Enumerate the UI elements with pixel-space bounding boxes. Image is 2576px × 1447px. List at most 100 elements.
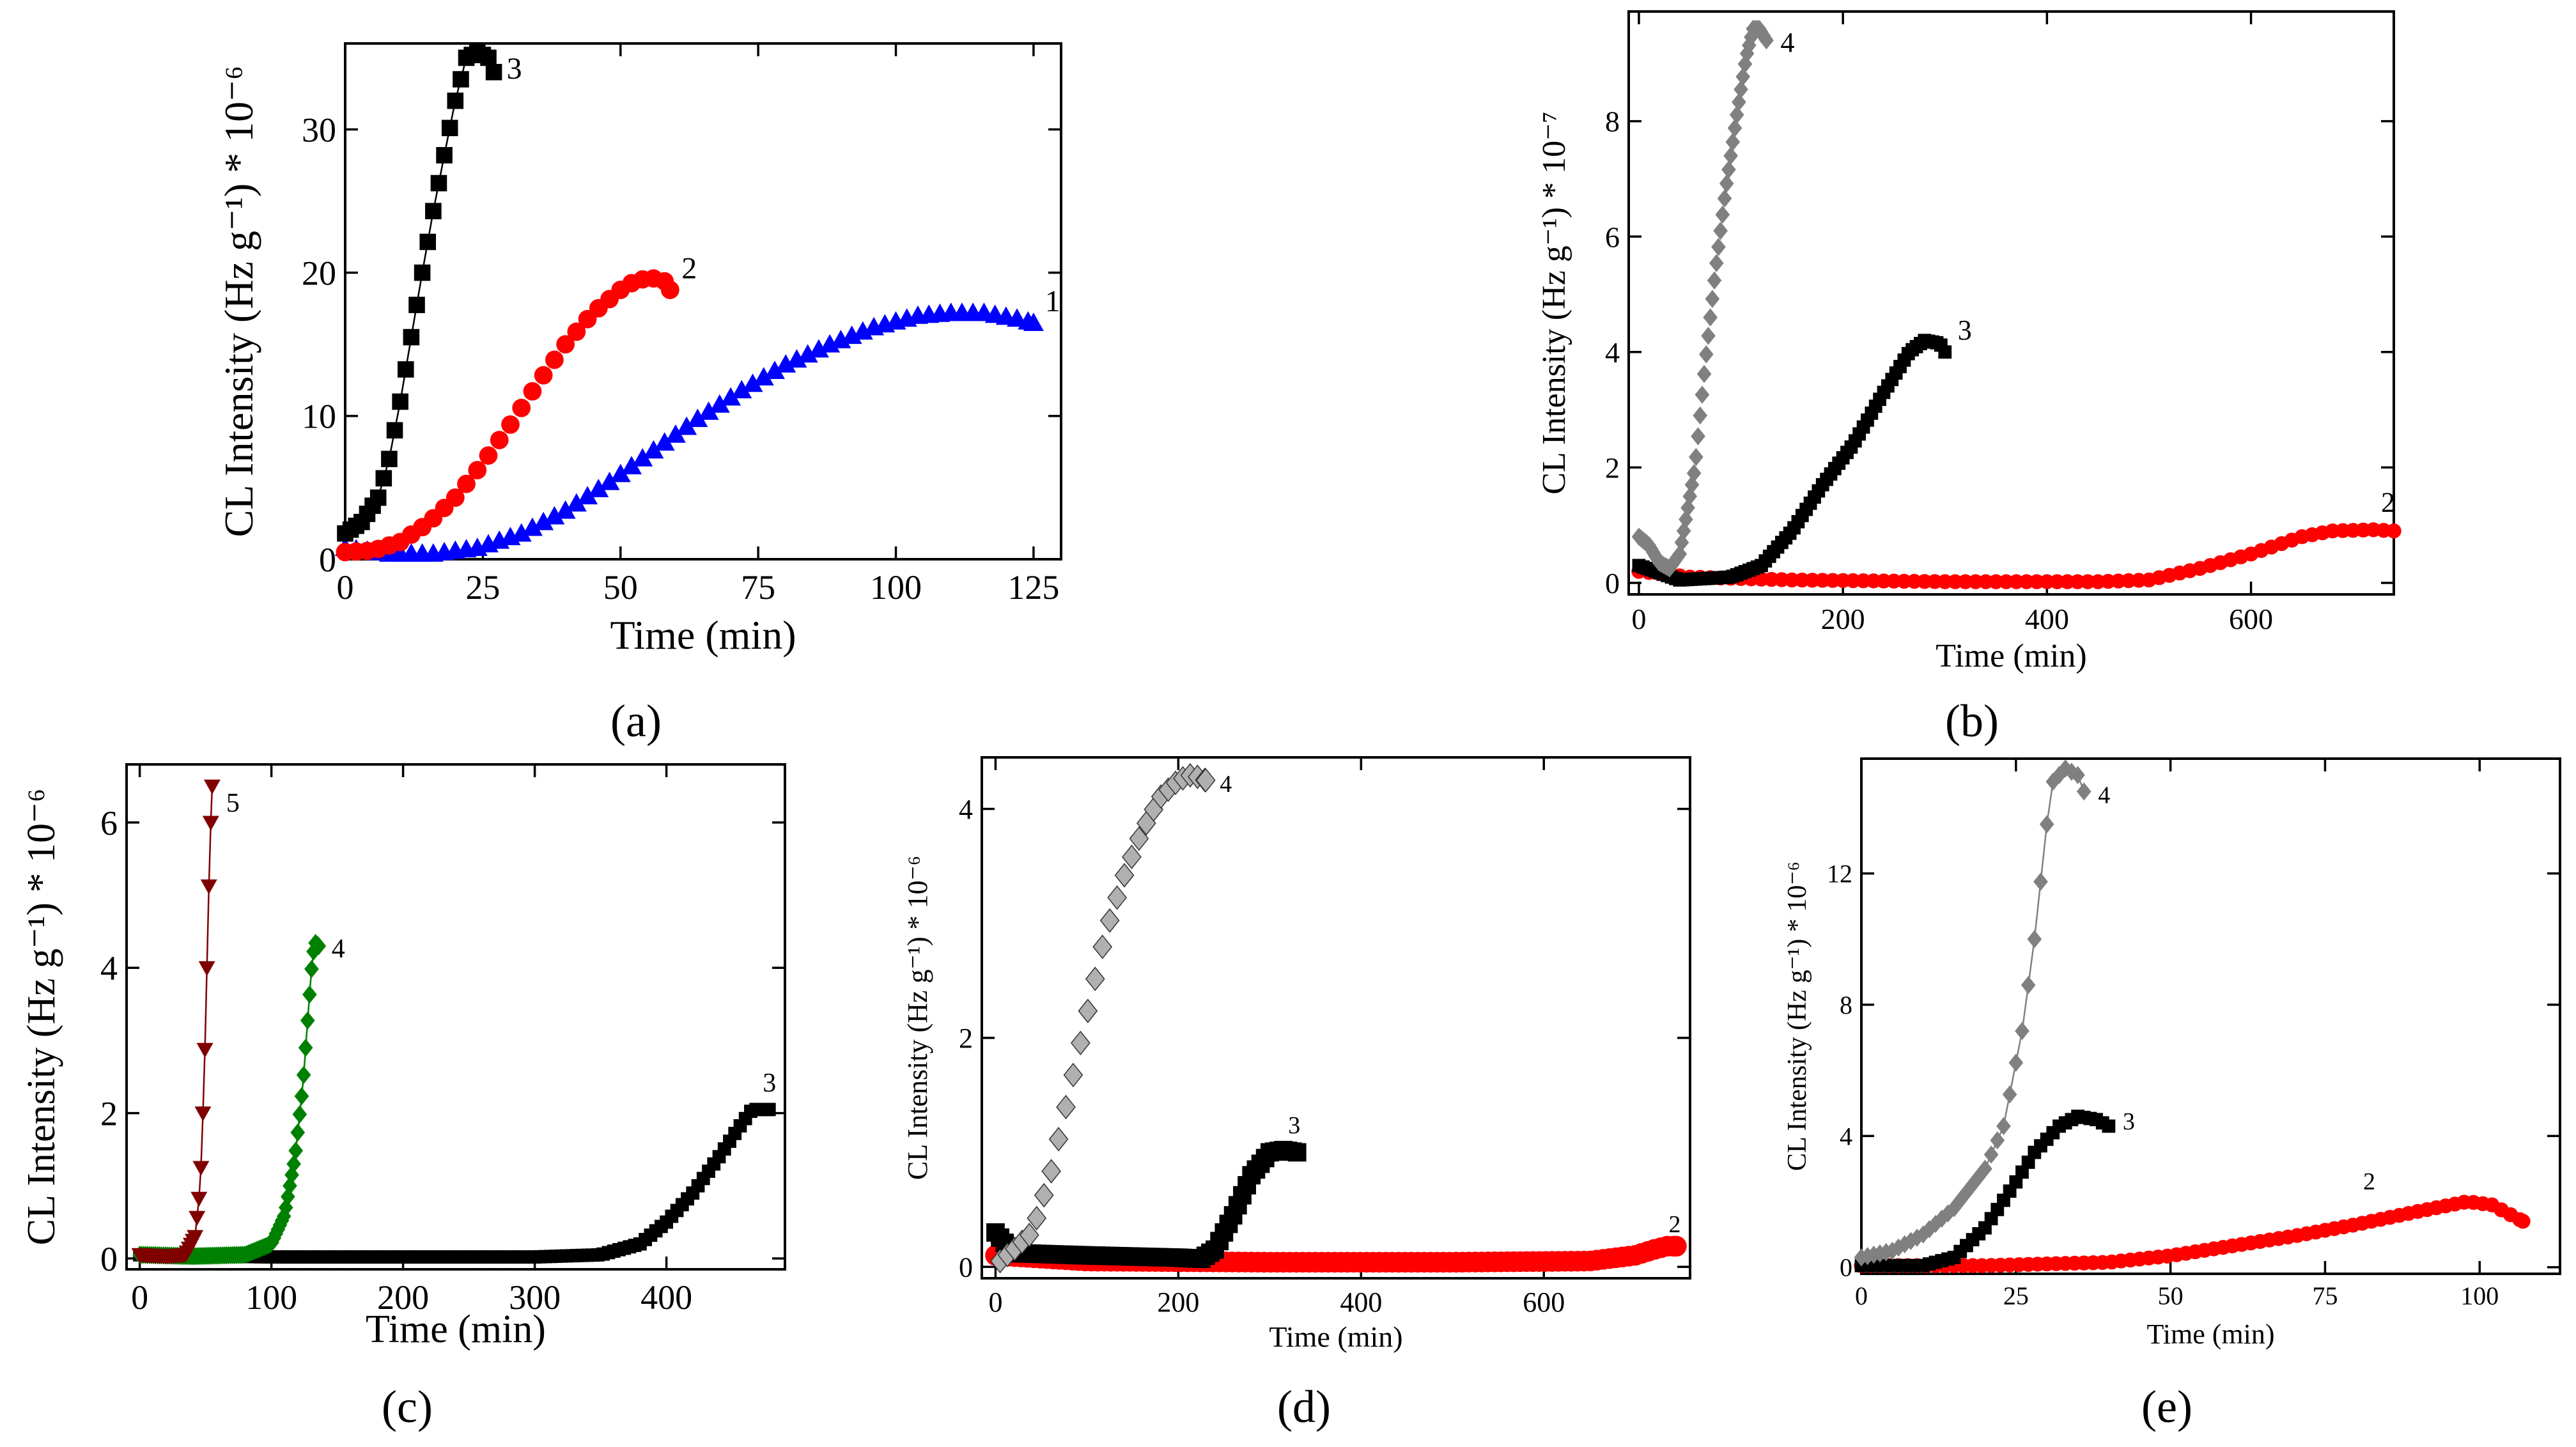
- panel-label-c: (c): [382, 1381, 433, 1432]
- data-point: [1715, 205, 1730, 224]
- data-point: [296, 1065, 311, 1085]
- x-tick-label: 50: [2158, 1281, 2184, 1310]
- series-1: 1: [335, 284, 1060, 562]
- data-point: [1071, 1030, 1090, 1056]
- y-tick-label: 8: [1605, 105, 1620, 138]
- data-point: [286, 1154, 301, 1173]
- panel-label-a: (a): [610, 695, 662, 747]
- curve-label-5: 5: [226, 789, 240, 818]
- panel-e: 0 25 50 75 100 0 4 8 12 Time (min) CL Intensity (H…: [1783, 757, 2561, 1350]
- x-axis-label: Time (min): [2146, 1319, 2274, 1350]
- data-point: [1707, 271, 1722, 290]
- x-tick-label: 600: [2229, 603, 2273, 635]
- series-3: 3: [337, 43, 522, 542]
- y-tick-label: 6: [100, 804, 118, 842]
- data-point: [468, 461, 487, 479]
- y-axis-label: CL Intensity (Hz g⁻¹) * 10⁻⁶: [902, 856, 933, 1180]
- data-point: [1114, 863, 1135, 888]
- y-tick-label: 6: [1605, 221, 1620, 253]
- data-point: [512, 398, 531, 417]
- data-point: [1735, 67, 1751, 86]
- data-point: [2515, 1214, 2531, 1229]
- data-point: [632, 447, 653, 467]
- data-point: [1701, 327, 1716, 345]
- panel-a: 0 25 50 75 100 125 0 10 20 30 Time (min) CL Intensi…: [216, 42, 1062, 658]
- data-point: [1695, 385, 1710, 404]
- x-axis-label: Time (min): [610, 612, 796, 658]
- data-point: [414, 264, 431, 281]
- data-point: [577, 486, 598, 505]
- x-tick-label: 125: [1007, 568, 1059, 607]
- curve-label-4: 4: [1780, 27, 1794, 58]
- data-point: [1092, 934, 1113, 959]
- data-point: [522, 517, 543, 536]
- x-tick-label: 200: [1821, 603, 1865, 635]
- data-point: [1129, 826, 1149, 851]
- data-point: [753, 367, 774, 386]
- data-point: [292, 1105, 307, 1124]
- x-tick-label: 600: [1523, 1287, 1565, 1318]
- data-point: [1705, 290, 1720, 308]
- data-point: [187, 1230, 204, 1245]
- data-point: [786, 349, 807, 368]
- curve-label-3: 3: [763, 1069, 776, 1098]
- data-point: [392, 393, 408, 410]
- y-tick-label: 0: [1840, 1253, 1852, 1282]
- x-tick-label: 0: [131, 1278, 148, 1317]
- series-3: 3: [1854, 1108, 2135, 1273]
- data-point: [288, 1141, 304, 1160]
- y-axis-label: CL Intensity (Hz g⁻¹) * 10⁻⁶: [1783, 862, 1812, 1171]
- x-tick-label: 25: [465, 568, 500, 607]
- data-point: [1717, 189, 1732, 208]
- data-point: [386, 422, 403, 439]
- data-point: [1078, 998, 1098, 1023]
- data-point: [457, 474, 476, 493]
- data-point: [196, 1042, 213, 1058]
- data-point: [599, 471, 620, 490]
- data-point: [480, 49, 497, 66]
- series-4: 4: [132, 934, 345, 1265]
- data-point: [490, 431, 509, 449]
- data-point: [192, 1161, 210, 1176]
- x-tick-label: 0: [337, 568, 354, 607]
- series-3: 3: [133, 1069, 776, 1264]
- data-point: [311, 936, 327, 956]
- x-tick-label: 75: [2312, 1281, 2338, 1310]
- x-tick-label: 400: [2025, 603, 2069, 635]
- panel-label-b: (b): [1945, 695, 1999, 747]
- data-point: [544, 506, 565, 525]
- data-point: [1048, 1127, 1069, 1152]
- series-line: [345, 51, 495, 534]
- x-tick-label: 0: [1855, 1281, 1868, 1310]
- series-line: [139, 786, 213, 1257]
- data-point: [654, 432, 675, 451]
- data-point: [189, 1211, 206, 1226]
- data-point: [446, 488, 465, 507]
- data-point: [1034, 1182, 1054, 1208]
- data-point: [621, 456, 642, 475]
- data-point: [643, 440, 664, 459]
- data-point: [1023, 313, 1044, 331]
- data-point: [304, 959, 319, 979]
- data-point: [709, 394, 730, 413]
- data-point: [1674, 533, 1689, 552]
- data-point: [430, 174, 447, 192]
- y-tick-label: 0: [959, 1251, 973, 1283]
- data-point: [1693, 406, 1708, 425]
- data-point: [566, 493, 587, 512]
- data-point: [764, 360, 785, 380]
- data-point: [1686, 464, 1702, 483]
- data-point: [283, 1177, 297, 1195]
- data-point: [2027, 930, 2042, 948]
- data-point: [1027, 1205, 1047, 1231]
- data-point: [1983, 1145, 1999, 1164]
- data-point: [545, 350, 564, 369]
- data-point: [1723, 146, 1738, 165]
- data-point: [479, 446, 498, 465]
- y-axis-label: CL Intensity (Hz g⁻¹) * 10⁻⁶: [20, 789, 63, 1246]
- panel-c: 0 100 200 300 400 0 2 4 6 Time (min) CL Intensity …: [20, 763, 786, 1351]
- curve-label-3: 3: [1288, 1112, 1300, 1139]
- data-point: [375, 470, 392, 487]
- y-axis-label: CL Intensity (Hz g⁻¹) * 10⁻⁷: [1536, 111, 1572, 494]
